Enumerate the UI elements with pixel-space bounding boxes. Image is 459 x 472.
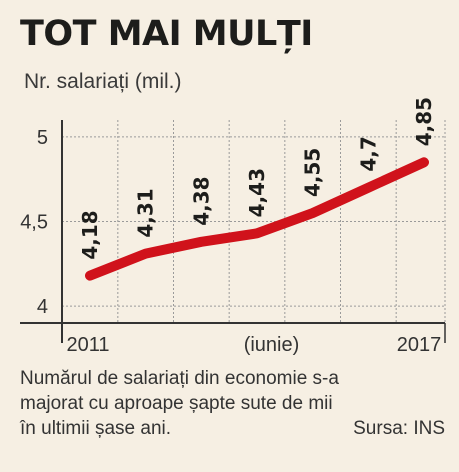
data-label-0: 4,18 xyxy=(78,210,102,259)
x-tick-label-1: (iunie) xyxy=(244,334,300,356)
caption-line-1: Numărul de salariați din economie s-a xyxy=(20,368,339,389)
data-label-2: 4,38 xyxy=(189,176,213,225)
y-tick-label-1: 4,5 xyxy=(20,212,48,234)
chart-subtitle: Nr. salariați (mil.) xyxy=(24,70,182,93)
data-label-4: 4,55 xyxy=(301,148,325,197)
x-tick-label-2: 2017 xyxy=(397,334,442,356)
caption: Numărul de salariați din economie s-a ma… xyxy=(20,366,445,441)
chart-title: TOT MAI MULȚI xyxy=(20,14,313,54)
caption-line-2: majorat cu aproape șapte sute de mii xyxy=(20,393,333,414)
caption-line-3: în ultimii șase ani. xyxy=(20,418,172,439)
x-tick-label-0: 2011 xyxy=(66,334,109,356)
data-label-5: 4,7 xyxy=(356,136,380,171)
data-label-6: 4,85 xyxy=(412,97,436,146)
data-label-3: 4,43 xyxy=(245,168,269,217)
data-label-1: 4,31 xyxy=(134,188,158,237)
y-tick-label-2: 5 xyxy=(37,127,48,149)
caption-line-3-row: în ultimii șase ani. Sursa: INS xyxy=(20,416,445,441)
y-tick-label-0: 4 xyxy=(37,296,48,318)
series-line xyxy=(85,157,429,281)
source-label: Sursa: INS xyxy=(353,418,445,439)
